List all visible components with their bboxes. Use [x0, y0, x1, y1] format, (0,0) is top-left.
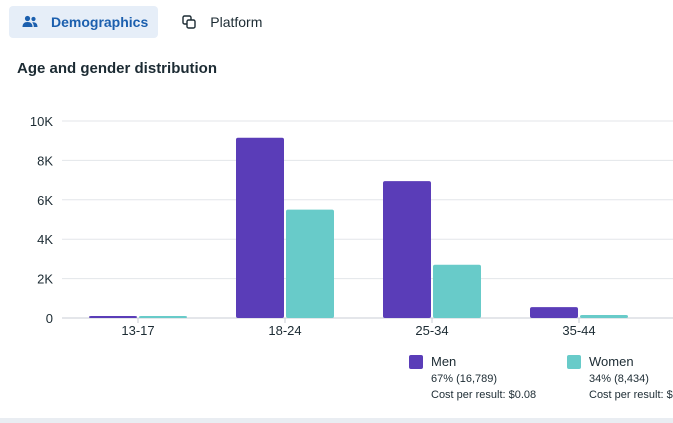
bar-women-25-34	[433, 264, 481, 318]
bars	[89, 137, 628, 318]
tab-label: Platform	[210, 14, 263, 30]
legend-cost: Cost per result: $0.08	[431, 389, 537, 401]
platform-icon	[180, 13, 198, 31]
legend-name: Women	[589, 355, 634, 369]
x-tick-label: 25-34	[415, 323, 448, 338]
bar-women-35-44	[580, 315, 628, 318]
tab-demographics[interactable]: Demographics	[9, 6, 159, 38]
y-tick-label: 8K	[37, 153, 53, 168]
bar-men-13-17	[89, 316, 137, 318]
y-tick-label: 6K	[37, 193, 53, 208]
legend-swatch-men	[409, 355, 423, 369]
tab-platform[interactable]: Platform	[168, 6, 272, 38]
tab-bar: Demographics Platform	[9, 6, 272, 38]
y-axis: 0 2K 4K 6K 8K 10K	[30, 114, 53, 326]
y-tick-label: 4K	[37, 232, 53, 247]
x-tick-label: 35-44	[562, 323, 595, 338]
legend-name: Men	[431, 354, 457, 369]
legend-cost: Cost per result: $	[589, 389, 673, 401]
gridlines	[62, 120, 673, 319]
x-tick-label: 18-24	[268, 323, 301, 338]
bar-women-13-17	[139, 316, 187, 318]
y-tick-label: 2K	[37, 272, 53, 287]
bar-men-35-44	[530, 307, 578, 318]
chart-title: Age and gender distribution	[17, 60, 218, 77]
legend-stat: 67% (16,789)	[431, 373, 498, 385]
tab-label: Demographics	[51, 14, 149, 30]
people-icon	[21, 13, 39, 31]
x-axis: 13-17 18-24 25-34 35-44	[121, 318, 596, 338]
legend-stat: 34% (8,434)	[589, 373, 649, 385]
bar-chart: 0 2K 4K 6K 8K 10K 13-17 18-24 25-34 35-44	[30, 114, 673, 338]
x-tick-label: 13-17	[121, 323, 154, 338]
legend-item-women[interactable]: Women 34% (8,434) Cost per result: $	[567, 355, 673, 411]
bar-men-25-34	[383, 181, 431, 318]
bottom-strip	[0, 418, 673, 423]
y-tick-label: 10K	[30, 114, 53, 129]
bar-men-18-24	[236, 137, 284, 318]
bar-women-18-24	[286, 209, 334, 318]
y-tick-label: 0	[46, 311, 53, 326]
legend-swatch-women	[567, 355, 581, 369]
